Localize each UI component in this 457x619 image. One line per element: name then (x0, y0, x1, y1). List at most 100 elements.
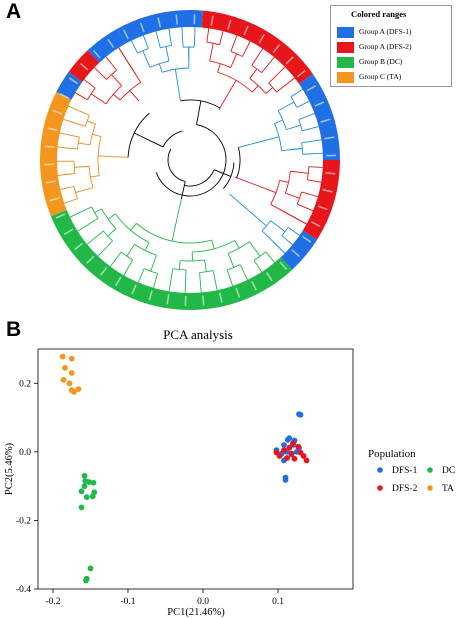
tree-arc (143, 268, 158, 274)
y-tick-label: 0.0 (19, 448, 31, 458)
y-tick-label: 0.2 (19, 379, 31, 389)
tree-branch (265, 87, 273, 94)
tree-branch (218, 80, 237, 110)
tree-branch (83, 79, 96, 89)
tree-branch (77, 218, 99, 232)
data-point-dfs-1 (281, 442, 287, 448)
tree-arc (162, 130, 183, 148)
tree-branch (301, 191, 318, 198)
tip-label-mark (47, 127, 58, 132)
data-point-ta (62, 364, 68, 371)
data-point-dc (81, 472, 88, 479)
tree-branch (253, 260, 263, 273)
data-point-ta (60, 376, 67, 383)
data-point-dfs-2 (291, 455, 298, 462)
tree-branches (57, 27, 323, 293)
tree-arc (301, 142, 304, 155)
tip-label-mark (139, 22, 145, 33)
data-point-ta (59, 353, 66, 360)
tree-branch (301, 139, 322, 144)
tree-branch (193, 27, 196, 48)
tree-branch (219, 31, 224, 45)
legend-label: DFS-1 (392, 466, 418, 476)
tree-branch (270, 203, 279, 210)
tip-label-mark (114, 276, 122, 287)
tip-label-mark (314, 101, 325, 107)
tree-branch (302, 152, 323, 155)
tree-branch (129, 64, 137, 75)
tip-label-mark (123, 29, 129, 40)
tree-branch (229, 193, 267, 227)
tree-branch (78, 142, 91, 146)
tree-arc (184, 169, 215, 187)
tip-label-mark (235, 287, 241, 298)
tree-branch (107, 213, 116, 220)
data-point-dfs-2 (276, 453, 283, 459)
legend-marker (377, 485, 383, 491)
y-tick-label: -0.4 (16, 585, 31, 595)
legend-label: Group C (TA) (359, 72, 402, 81)
panel-b-letter: B (6, 318, 22, 341)
tip-label-mark (296, 69, 306, 78)
tip-label-mark (74, 242, 84, 251)
tip-label-mark (320, 118, 331, 123)
data-point-ta (68, 370, 75, 376)
tree-branch (206, 28, 210, 43)
tree-branch (288, 214, 307, 225)
tree-branch (74, 165, 90, 168)
tree-branch (144, 242, 150, 251)
tree-branch (286, 124, 301, 131)
tip-label-mark (317, 205, 328, 211)
tree-branch (234, 176, 277, 194)
tree-arc (274, 123, 282, 151)
legend-label: TA (442, 484, 454, 494)
legend-swatch (337, 71, 354, 83)
tree-branch (261, 230, 274, 242)
data-point-dfs-2 (284, 455, 290, 461)
tree-arc (253, 251, 267, 261)
tip-label-mark (218, 292, 223, 303)
tip-label-mark (92, 49, 101, 59)
x-tick-label: -0.2 (45, 597, 60, 607)
data-points (59, 353, 310, 584)
tree-branch (270, 220, 286, 232)
tree-branch (57, 173, 75, 176)
colored-ranges-legend: Colored ranges Group A (DFS-1) Group A (… (330, 5, 452, 87)
tip-label-mark (175, 14, 178, 25)
tip-label-mark (52, 109, 63, 115)
tree-branch (110, 251, 122, 267)
legend-label: Group A (DFS-1) (359, 27, 412, 36)
data-point-dc (89, 493, 96, 500)
tree-branch (130, 223, 137, 231)
tip-label-mark (243, 25, 249, 36)
tip-label-mark (79, 62, 89, 71)
tip-label-mark (322, 188, 333, 193)
tree-branch (298, 113, 315, 120)
tree-branch (168, 268, 174, 292)
tree-branch (297, 203, 314, 212)
group-range-arc (56, 71, 83, 100)
data-point-dc (78, 504, 85, 511)
data-point-dfs-2 (300, 453, 307, 459)
tree-branch (230, 35, 238, 52)
tree-branch (217, 63, 221, 73)
tip-label-mark (107, 38, 115, 48)
tree-arc (290, 96, 298, 108)
tree-branch (234, 240, 240, 249)
tree-branch (130, 40, 138, 54)
tree-branch (290, 170, 309, 174)
data-point-dfs-1 (282, 477, 289, 483)
tree-branch (290, 88, 303, 98)
tip-label-mark (306, 84, 317, 92)
data-point-dc (87, 565, 94, 572)
tree-branch (168, 28, 172, 46)
tree-branch (135, 74, 142, 83)
tree-branch (59, 132, 80, 138)
tree-branch (302, 126, 319, 132)
tip-label-mark (45, 180, 56, 184)
data-point-dc (83, 577, 89, 584)
tree-branch (165, 46, 170, 62)
tree-branch (158, 63, 163, 73)
tip-label-mark (86, 255, 95, 264)
